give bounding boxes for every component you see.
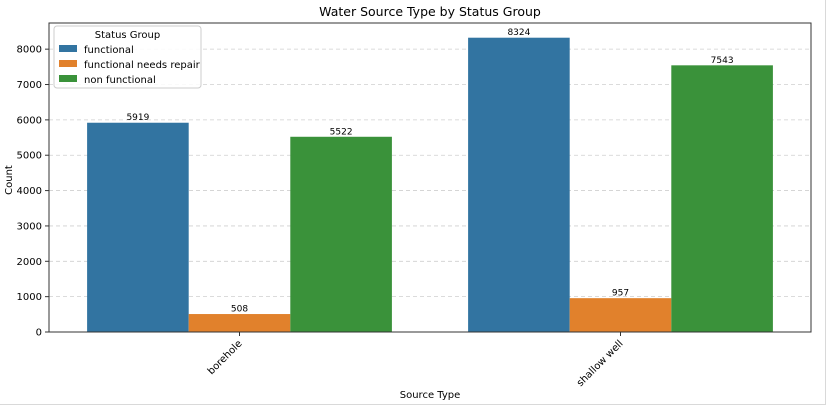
legend-box: [53, 25, 202, 89]
legend-title: Status Group: [95, 30, 161, 41]
data-label: 957: [612, 289, 629, 299]
x-tick-label: shallow well: [575, 338, 626, 389]
bar: [671, 65, 773, 332]
x-tick-label: borehole: [206, 338, 245, 377]
data-labels: 5919 508 5522 8324 957 7543: [126, 28, 733, 314]
x-axis: borehole shallow well: [206, 332, 626, 389]
bar: [468, 37, 570, 332]
y-tick-label: 0: [36, 328, 42, 339]
bar: [290, 136, 392, 332]
legend-swatch: [59, 60, 77, 67]
y-axis-label: Count: [4, 165, 15, 195]
legend-entry-label: non functional: [84, 75, 156, 86]
x-axis-label: Source Type: [400, 390, 461, 401]
data-label: 5919: [126, 113, 149, 123]
y-tick-label: 4000: [17, 186, 42, 197]
legend-entry-label: functional: [84, 45, 134, 56]
plot-border: [48, 22, 812, 333]
bar: [188, 314, 291, 332]
data-label: 8324: [507, 28, 530, 38]
y-tick-label: 8000: [17, 45, 42, 56]
data-label: 5522: [330, 127, 353, 137]
y-tick-label: 6000: [17, 115, 42, 126]
legend-swatch: [59, 75, 77, 82]
y-tick-label: 2000: [17, 257, 42, 268]
y-tick-label: 7000: [17, 80, 42, 91]
legend: Status Group functional functional needs r…: [53, 25, 202, 89]
data-label: 508: [231, 305, 248, 315]
data-label: 7543: [711, 56, 734, 66]
y-tick-label: 1000: [17, 292, 42, 303]
bar: [87, 122, 189, 332]
legend-entry-label: functional needs repair: [84, 60, 201, 71]
legend-swatch: [59, 45, 77, 52]
y-tick-label: 5000: [17, 151, 42, 162]
bar: [569, 298, 672, 332]
y-axis: 0 1000 2000 3000 4000 5000 6000 7000 8000: [17, 45, 49, 339]
chart-title: Water Source Type by Status Group: [319, 4, 541, 19]
bars: [87, 37, 773, 332]
y-tick-label: 3000: [17, 221, 42, 232]
